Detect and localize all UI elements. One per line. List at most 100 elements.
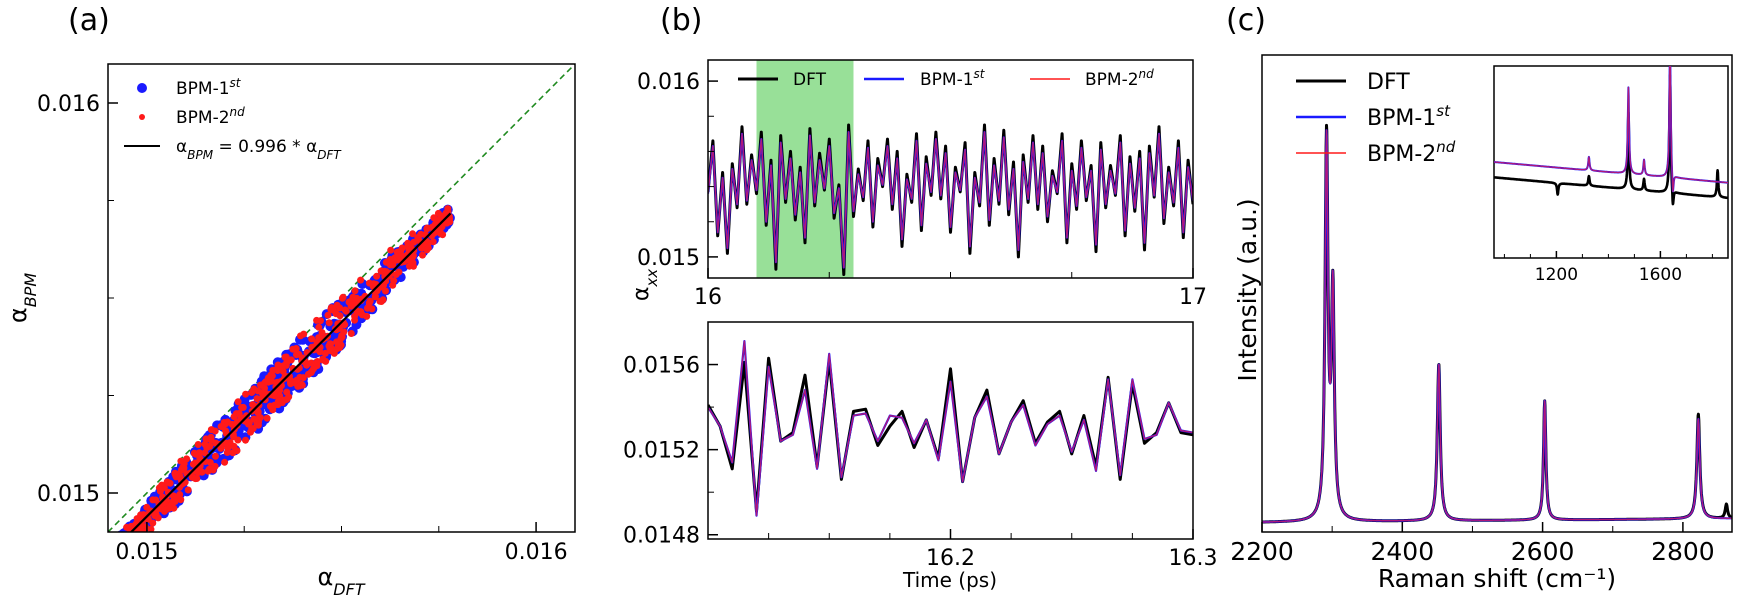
point-bpm2-403: [430, 214, 438, 222]
panel-c-ticks: 2200 2400 2600 2800: [1230, 522, 1715, 566]
point-bpm2-507: [207, 433, 215, 441]
point-bpm2-350: [247, 428, 254, 436]
point-bpm2-264: [363, 312, 371, 320]
panel-a-xlabel: αDFT: [317, 563, 365, 596]
a-x-tick-label-0: 0.015: [115, 540, 178, 565]
point-bpm2-269: [300, 330, 308, 338]
point-bpm2-495: [315, 323, 323, 331]
panel-b-ylabel: αxx: [629, 269, 661, 301]
panel-a-scatter: (a) 0.015 0.016 0.015 0.016 αDFT αBPM BPM-1…: [4, 3, 576, 596]
point-bpm2-174: [321, 349, 329, 357]
point-bpm2-514: [189, 460, 197, 468]
point-bpm2-482: [127, 522, 135, 530]
point-bpm2-499: [180, 464, 188, 472]
inset-plot-area: [1494, 66, 1728, 206]
point-bpm2-509: [327, 304, 335, 312]
legend-label-bpm1-b: BPM-1st: [920, 67, 986, 90]
point-bpm2-471: [387, 246, 395, 254]
point-bpm2-469: [341, 321, 349, 329]
legend-label-bpm2: BPM-2nd: [176, 105, 245, 128]
point-bpm2-379: [313, 316, 321, 324]
point-bpm2-470: [233, 447, 241, 455]
point-bpm2-205: [398, 244, 406, 252]
legend-label-dft-b: DFT: [793, 70, 827, 90]
point-bpm2-341: [326, 340, 334, 348]
point-bpm2-99: [373, 272, 381, 280]
panel-c-frame: [1261, 54, 1733, 533]
point-bpm2-390: [221, 458, 229, 466]
panel-c-raman: (c) 2200 2400 2600 2800 Raman shift (cm⁻¹) …: [1226, 3, 1733, 593]
c-x-tick-label-3: 2800: [1651, 537, 1715, 566]
inset-ticks: 1200 1600: [1503, 251, 1713, 285]
point-bpm2-492: [173, 494, 181, 502]
panel-c-xlabel: Raman shift (cm⁻¹): [1378, 564, 1616, 593]
point-bpm2-416: [267, 403, 275, 411]
panel-b-timeseries: (b) 16 17 0.015 0.016 DFT BPM-1st BPM-2nd 1…: [623, 3, 1217, 592]
point-bpm2-121: [347, 330, 355, 337]
point-bpm2-486: [296, 373, 304, 381]
c-x-tick-label-1: 2400: [1370, 537, 1434, 566]
c-x-tick-label-2: 2600: [1511, 537, 1575, 566]
panel-b-top-ticks: 16 17 0.015 0.016: [637, 70, 1207, 310]
point-bpm2-304: [137, 527, 145, 532]
point-bpm2-518: [395, 253, 403, 261]
point-bpm2-238: [249, 401, 257, 409]
point-bpm2-306: [253, 395, 261, 403]
a-y-tick-label-0: 0.015: [37, 482, 100, 507]
point-bpm2-376: [409, 259, 417, 267]
point-bpm2-349: [392, 271, 400, 278]
point-bpm2-385: [195, 449, 203, 457]
legend-label-dft-c: DFT: [1367, 70, 1410, 95]
legend-label-bpm2-c: BPM-2nd: [1367, 138, 1456, 167]
panel-a-ylabel: αBPM: [4, 273, 40, 323]
point-bpm2-474: [283, 388, 291, 396]
point-bpm2-472: [382, 268, 390, 276]
point-bpm2-473: [278, 362, 286, 370]
panel-label-b: (b): [660, 3, 702, 38]
legend-marker-bpm2: [139, 114, 145, 120]
btop-x-tick-label-1: 17: [1179, 285, 1207, 310]
panel-a-ticks: 0.015 0.016 0.015 0.016: [37, 92, 568, 565]
point-bpm2-142: [351, 287, 359, 295]
point-bpm2-493: [275, 397, 282, 405]
panel-b-bottom-frame: [707, 321, 1194, 540]
point-bpm2-459: [239, 403, 247, 411]
panel-b-top-plot-area: [708, 60, 1193, 278]
point-bpm2-466: [254, 415, 262, 423]
inset-series-bpm2: [1494, 66, 1728, 192]
series-bpm2-raman: [1262, 129, 1732, 523]
point-bpm2-143: [308, 335, 316, 343]
inset-series-dft: [1494, 73, 1728, 206]
btop-y-tick-label-1: 0.016: [637, 70, 700, 95]
point-bpm2-45: [263, 414, 271, 422]
btop-x-tick-label-0: 16: [694, 285, 722, 310]
point-bpm2-461: [348, 301, 356, 309]
point-bpm2-399: [423, 246, 431, 254]
inset-x-tick-label-1: 1600: [1639, 265, 1682, 285]
point-bpm2-391: [324, 311, 332, 319]
point-bpm2-420: [281, 353, 289, 361]
point-bpm2-227: [389, 281, 397, 289]
bbot-y-tick-label-1: 0.0152: [623, 439, 700, 464]
panel-label-a: (a): [68, 3, 110, 38]
inset-frame: [1493, 65, 1729, 259]
a-y-tick-label-1: 0.016: [37, 92, 100, 117]
point-bpm2-454: [295, 382, 303, 390]
point-bpm2-417: [166, 504, 174, 512]
point-bpm2-517: [155, 484, 163, 492]
point-bpm2-354: [293, 351, 300, 359]
point-bpm2-503: [224, 418, 231, 426]
point-bpm2-485: [382, 258, 390, 266]
point-bpm2-73: [242, 390, 250, 398]
point-bpm2-387: [423, 225, 431, 233]
point-bpm2-260: [379, 296, 387, 304]
point-bpm2-228: [212, 452, 219, 460]
point-bpm2-506: [318, 329, 326, 336]
series-bpm2-top: [708, 131, 1193, 269]
point-bpm2-510: [287, 379, 294, 387]
point-bpm2-415: [192, 475, 199, 483]
panel-a-plot-area: [108, 64, 575, 532]
point-bpm2-449: [365, 299, 373, 307]
point-bpm2-353: [417, 230, 425, 238]
legend-label-bpm1: BPM-1st: [176, 76, 242, 99]
